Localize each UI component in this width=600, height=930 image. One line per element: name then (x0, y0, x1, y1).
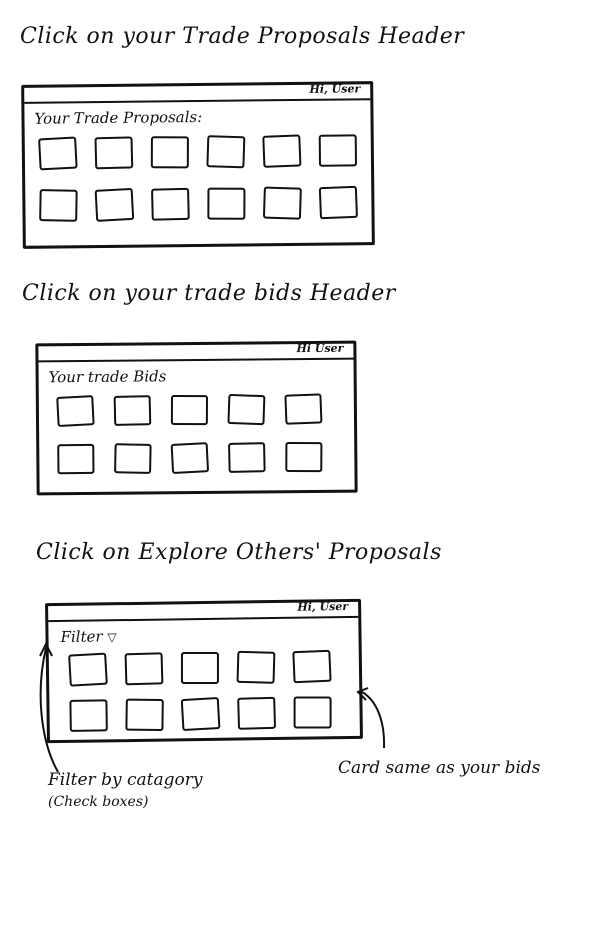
filter-note-line1: Filter by catagory (48, 770, 203, 790)
filter-note: Filter by catagory (Check boxes) (48, 770, 202, 810)
card-arrowhead (356, 687, 369, 701)
caption-trade-proposals: Click on your Trade Proposals Header (20, 24, 465, 49)
caption-explore-proposals: Click on Explore Others' Proposals (36, 540, 442, 565)
caption-trade-bids: Click on your trade bids Header (22, 281, 396, 306)
filter-note-line2: (Check boxes) (48, 794, 149, 810)
card-arrow-line (361, 691, 386, 749)
card-note: Card same as your bids (338, 758, 541, 778)
filter-arrow-line (39, 647, 59, 773)
filter-arrowhead (39, 641, 53, 657)
